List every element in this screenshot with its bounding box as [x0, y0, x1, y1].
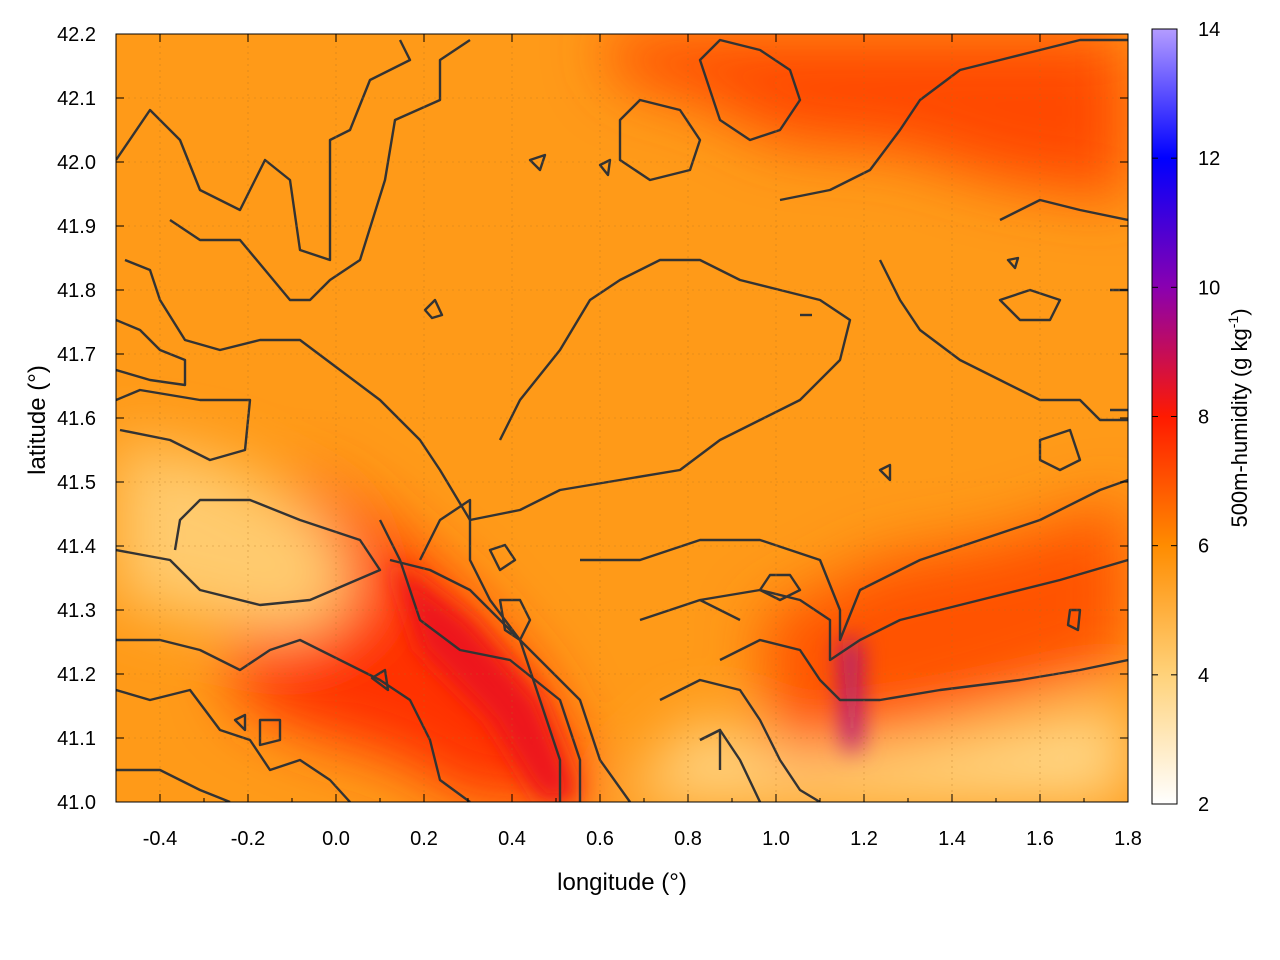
colorbar-tick-label: 12 [1198, 148, 1220, 170]
x-tick-label: 0.2 [410, 828, 438, 850]
colorbar-label: 500m-humidity (g kg-1) [1225, 308, 1252, 527]
colorbar-tick-label: 4 [1198, 665, 1209, 687]
colorbar-tick-label: 2 [1198, 794, 1209, 816]
x-tick-label: 1.4 [938, 828, 966, 850]
y-tick-label: 41.5 [57, 472, 96, 494]
x-tick-label: 1.6 [1026, 828, 1054, 850]
heatmap-region-plume-core [390, 560, 580, 802]
x-tick-label: 0.6 [586, 828, 614, 850]
y-tick-label: 41.8 [57, 280, 96, 302]
x-tick-label: -0.4 [143, 828, 177, 850]
y-tick-label: 42.0 [57, 152, 96, 174]
colorbar-ticks: 2 4 6 8 10 12 14 [1152, 19, 1220, 816]
colorbar-tick-label: 6 [1198, 536, 1209, 558]
x-tick-label: -0.2 [231, 828, 265, 850]
y-tick-label: 41.3 [57, 600, 96, 622]
heatmap-region-northeast [600, 34, 1128, 200]
y-tick-label: 41.6 [57, 408, 96, 430]
y-axis: 41.0 41.1 41.2 41.3 41.4 41.5 41.6 41.7 41.8 41.9… [57, 24, 1128, 814]
x-tick-label: 0.4 [498, 828, 526, 850]
colorbar-tick-label: 14 [1198, 19, 1220, 41]
x-axis: -0.4 -0.2 0.0 0.2 0.4 0.6 0.8 1.0 1.2 1.4 1.6 1.8 [143, 34, 1142, 850]
x-tick-label: 1.2 [850, 828, 878, 850]
y-tick-label: 42.1 [57, 88, 96, 110]
x-axis-label: longitude (°) [557, 869, 687, 896]
x-tick-label: 1.8 [1114, 828, 1142, 850]
y-tick-label: 41.2 [57, 664, 96, 686]
y-tick-label: 42.2 [57, 24, 96, 46]
colorbar-tick-label: 10 [1198, 277, 1220, 299]
colorbar-tick-label: 8 [1198, 407, 1209, 429]
y-tick-label: 41.4 [57, 536, 96, 558]
y-tick-label: 41.1 [57, 728, 96, 750]
x-tick-label: 0.8 [674, 828, 702, 850]
y-tick-label: 41.9 [57, 216, 96, 238]
x-tick-label: 0.0 [322, 828, 350, 850]
y-tick-label: 41.0 [57, 792, 96, 814]
x-tick-label: 1.0 [762, 828, 790, 850]
contour-lines [116, 38, 1128, 802]
heatmap-region-west-dry [116, 440, 360, 640]
y-axis-label: latitude (°) [24, 365, 51, 475]
y-tick-label: 41.7 [57, 344, 96, 366]
heatmap-region-streak [840, 640, 860, 750]
